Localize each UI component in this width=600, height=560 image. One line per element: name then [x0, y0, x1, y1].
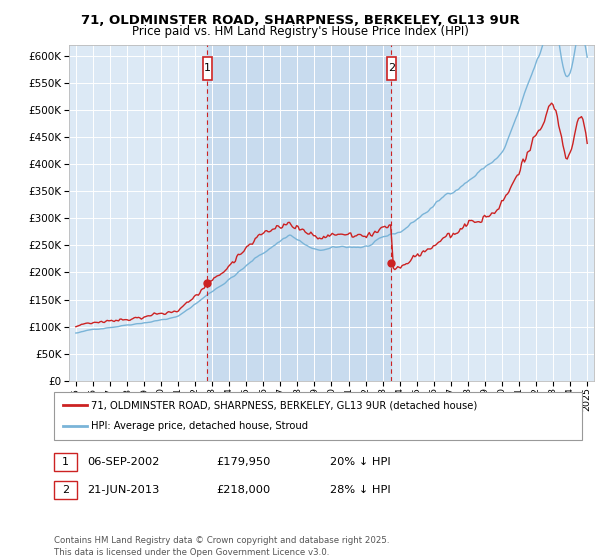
Bar	[387, 57, 396, 80]
Text: Price paid vs. HM Land Registry's House Price Index (HPI): Price paid vs. HM Land Registry's House …	[131, 25, 469, 38]
Text: 20% ↓ HPI: 20% ↓ HPI	[330, 457, 391, 467]
Bar	[207, 45, 391, 381]
Text: 21-JUN-2013: 21-JUN-2013	[87, 485, 160, 495]
Text: £218,000: £218,000	[216, 485, 270, 495]
Text: HPI: Average price, detached house, Stroud: HPI: Average price, detached house, Stro…	[91, 421, 308, 431]
Text: Contains HM Land Registry data © Crown copyright and database right 2025.
This d: Contains HM Land Registry data © Crown c…	[54, 536, 389, 557]
Text: 2: 2	[62, 485, 69, 495]
Text: 1: 1	[62, 457, 69, 467]
Text: 1: 1	[204, 63, 211, 73]
Text: 28% ↓ HPI: 28% ↓ HPI	[330, 485, 391, 495]
Text: £179,950: £179,950	[216, 457, 271, 467]
Text: 71, OLDMINSTER ROAD, SHARPNESS, BERKELEY, GL13 9UR (detached house): 71, OLDMINSTER ROAD, SHARPNESS, BERKELEY…	[91, 400, 478, 410]
Text: 2: 2	[388, 63, 395, 73]
Text: 71, OLDMINSTER ROAD, SHARPNESS, BERKELEY, GL13 9UR: 71, OLDMINSTER ROAD, SHARPNESS, BERKELEY…	[80, 14, 520, 27]
Bar	[203, 57, 212, 80]
Text: 06-SEP-2002: 06-SEP-2002	[87, 457, 160, 467]
